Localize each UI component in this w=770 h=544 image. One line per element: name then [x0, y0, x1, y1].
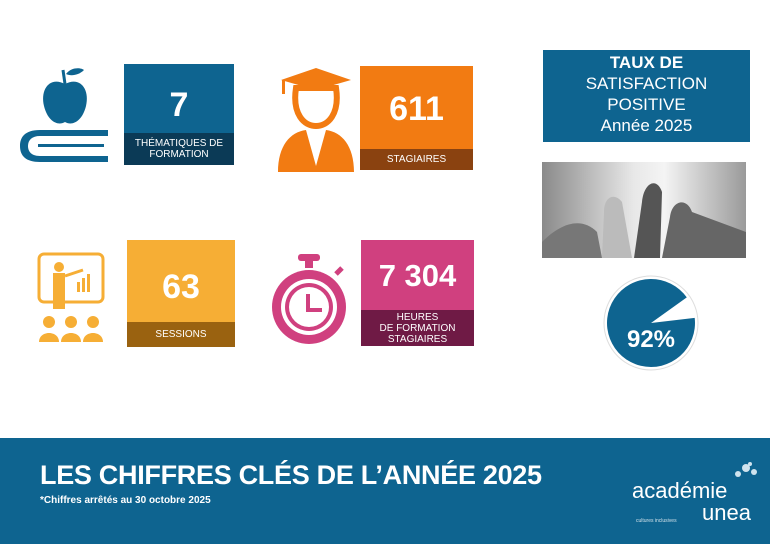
stat-value: 611	[389, 90, 444, 128]
stat-label: STAGIAIRES	[360, 149, 473, 170]
presentation-icon	[37, 252, 105, 342]
stat-tile-heures: 7 304 HEURES DE FORMATION STAGIAIRES	[361, 240, 474, 346]
stopwatch-icon	[272, 254, 346, 344]
satisfaction-title-box: TAUX DE SATISFACTION POSITIVE Année 2025	[543, 50, 750, 142]
stat-value: 63	[162, 268, 200, 306]
satisfaction-line: SATISFACTION	[585, 74, 708, 93]
satisfaction-pie: 92%	[603, 275, 699, 371]
logo-tagline: cultures inclusives	[636, 518, 677, 524]
thumbs-up-photo	[542, 162, 746, 258]
stat-value: 7 304	[378, 258, 457, 293]
graduate-icon	[278, 68, 354, 172]
footer-banner: LES CHIFFRES CLÉS DE L’ANNÉE 2025 *Chiff…	[0, 438, 770, 544]
stat-tile-stagiaires: 611 STAGIAIRES	[360, 66, 473, 170]
pie-slice-satisfied	[607, 279, 695, 367]
logo-text-bottom: unea	[702, 500, 751, 525]
stat-value: 7	[169, 86, 189, 124]
academie-unea-logo: académie unea cultures inclusives	[632, 462, 762, 536]
satisfaction-year: Année 2025	[600, 116, 693, 135]
stat-label: THÉMATIQUES DE FORMATION	[124, 133, 234, 165]
satisfaction-title: TAUX DE	[609, 53, 684, 72]
stat-tile-thematiques: 7 THÉMATIQUES DE FORMATION	[124, 64, 234, 165]
book-apple-icon	[20, 68, 108, 162]
stat-label: HEURES DE FORMATION STAGIAIRES	[361, 310, 474, 346]
stat-label: SESSIONS	[127, 322, 235, 347]
satisfaction-value: 92%	[627, 326, 675, 353]
tree-logo-icon	[735, 462, 757, 477]
footnote: *Chiffres arrêtés au 30 octobre 2025	[40, 495, 211, 506]
page-title: LES CHIFFRES CLÉS DE L’ANNÉE 2025	[40, 460, 542, 490]
satisfaction-line: POSITIVE	[607, 95, 686, 114]
logo-text-top: académie	[632, 478, 728, 503]
stat-tile-sessions: 63 SESSIONS	[127, 240, 235, 347]
